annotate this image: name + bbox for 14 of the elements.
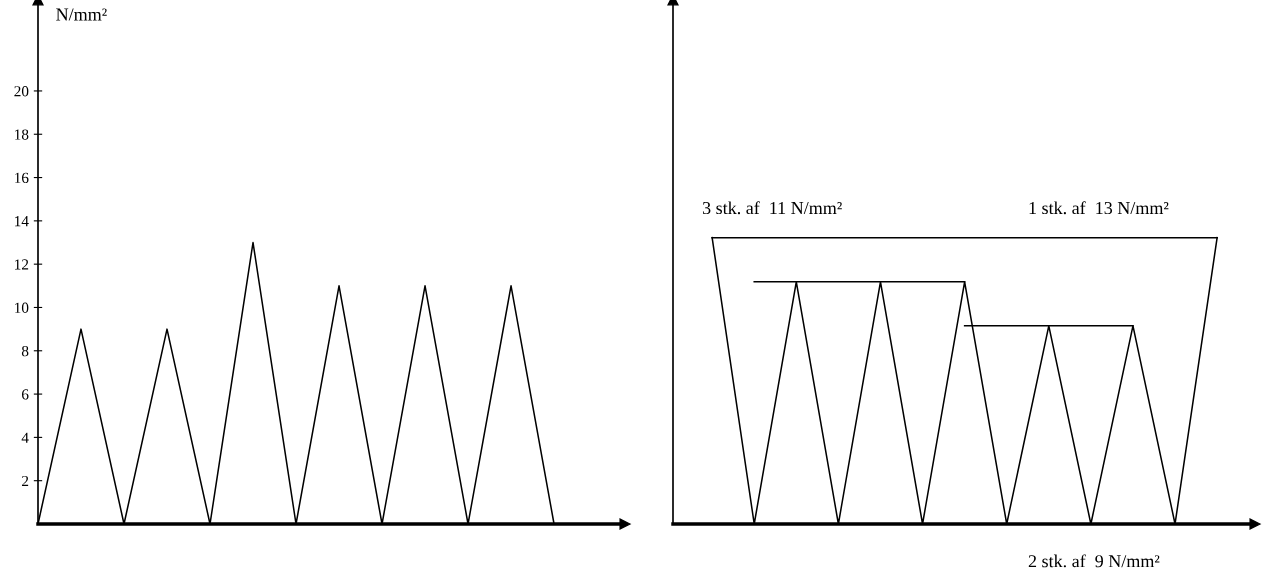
y-tick-label: 20 xyxy=(14,86,29,97)
y-tick-label: 16 xyxy=(15,172,29,183)
y-tick-label: 4 xyxy=(21,432,29,443)
y-axis-title: N/mm² xyxy=(56,8,107,21)
y-tick-label: 8 xyxy=(21,345,29,357)
y-tick-label: 6 xyxy=(21,389,29,400)
y-tick-label: 18 xyxy=(15,129,29,140)
text: 1 stk. af 13 N/mm² xyxy=(1029,201,1169,215)
text: 2 stk. af 9 N/mm² xyxy=(1028,554,1160,568)
text: 3 stk. af 11 N/mm² xyxy=(702,201,842,215)
y-tick-label: 2 xyxy=(22,475,29,486)
y-tick-label: 12 xyxy=(15,259,29,270)
y-tick-label: 10 xyxy=(15,302,29,313)
y-tick-label: 14 xyxy=(15,216,29,227)
